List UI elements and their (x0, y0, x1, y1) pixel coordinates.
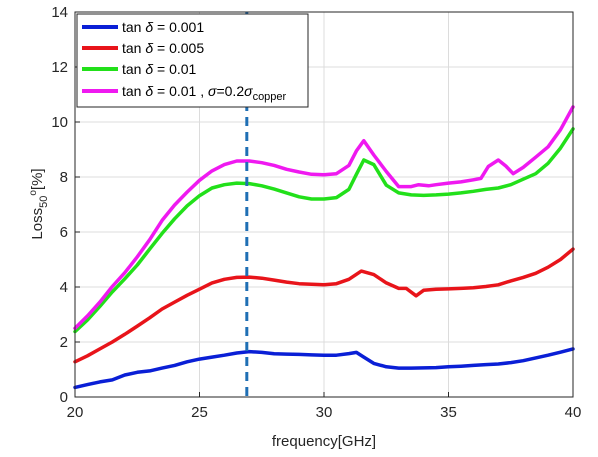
legend-entry-1: tan δ = 0.005 (122, 40, 204, 56)
y-axis-label-main: Loss (29, 208, 46, 240)
series-line-1 (73, 247, 575, 364)
series-line-0 (73, 347, 575, 390)
y-axis-label: Loss50o[%] (28, 168, 50, 239)
series-layer (73, 105, 575, 390)
legend-entry-2: tan δ = 0.01 (122, 61, 197, 77)
series-line-2 (73, 127, 575, 334)
x-tick-label: 25 (191, 404, 208, 421)
x-tick-label: 20 (67, 404, 84, 421)
grid (74, 11, 574, 398)
y-tick-label: 12 (51, 59, 68, 76)
x-tick-label: 40 (565, 404, 582, 421)
legend: tan δ = 0.001 tan δ = 0.005 tan δ = 0.01… (76, 13, 309, 108)
y-tick-label: 2 (60, 334, 68, 351)
y-tick-label: 14 (51, 4, 68, 21)
x-axis-label: frequency[GHz] (272, 433, 376, 450)
y-tick-label: 10 (51, 114, 68, 131)
series-line-3 (73, 105, 575, 331)
legend-entry-0: tan δ = 0.001 (122, 19, 204, 35)
y-tick-label: 0 (60, 389, 68, 406)
ticks: 20 25 30 35 40 0 2 4 6 8 10 12 14 (51, 4, 581, 421)
x-tick-label: 35 (440, 404, 457, 421)
y-tick-label: 8 (60, 169, 68, 186)
legend-entry-3: tan δ = 0.01 , σ=0.2σcopper (122, 83, 287, 103)
y-tick-label: 4 (60, 279, 68, 296)
y-axis-label-unit: [%] (29, 168, 46, 190)
y-tick-label: 6 (60, 224, 68, 241)
y-axis-label-sup: o (28, 190, 39, 196)
y-axis-label-sub: 50 (38, 196, 50, 208)
x-tick-label: 30 (316, 404, 333, 421)
